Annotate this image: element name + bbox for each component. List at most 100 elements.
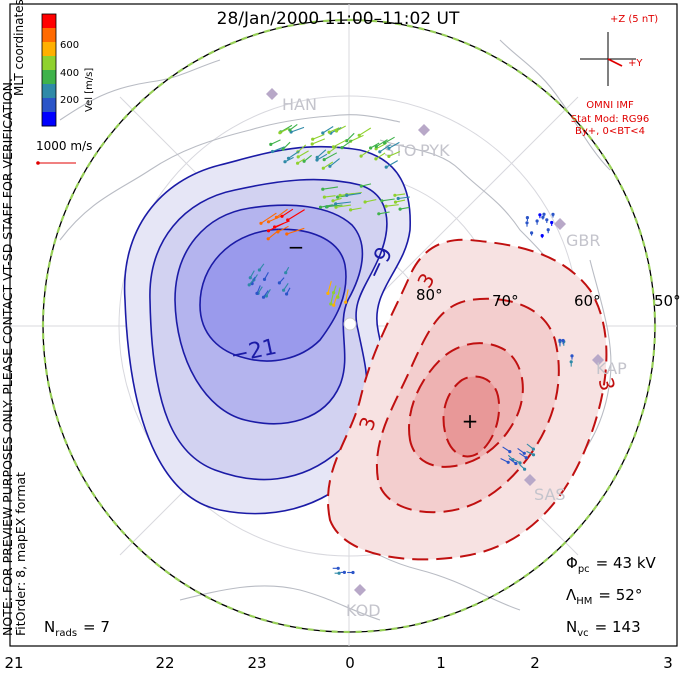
imf-condition: By+, 0<BT<4 (575, 126, 645, 137)
coast-europe (59, 114, 401, 241)
velocity-vector (384, 136, 395, 144)
mlt-tick-23: 23 (247, 654, 266, 672)
color-scale-bin-5 (42, 84, 56, 99)
stat-phi-pc: Φpc = 43 kV (566, 554, 657, 575)
velocity-vector-origin (542, 212, 546, 216)
velocity-vector (333, 139, 347, 148)
velocity-vector (258, 263, 265, 271)
velocity-vector (519, 464, 525, 470)
velocity-vector (370, 142, 380, 149)
velocity-scale-title: Vel [m/s] (84, 68, 95, 112)
color-scale-bin-1 (42, 28, 56, 43)
imf-clock: +Z (5 nT) +Y OMNI IMF Stat Mod: RG96 By+… (571, 14, 659, 137)
velocity-vector-origin (546, 228, 550, 232)
station-kap: KAP (596, 359, 627, 378)
velocity-vector (316, 153, 328, 161)
station-marker-3 (554, 218, 566, 230)
velocity-vector (323, 152, 338, 161)
mlt-tick-1: 1 (436, 654, 446, 672)
potential-minimum-marker: − (288, 235, 305, 259)
velocity-vector (290, 126, 305, 133)
velocity-vector (385, 160, 398, 168)
velocity-vector (279, 127, 290, 134)
stat-lambda-hm-sub: HM (576, 596, 592, 607)
velocity-scale-ticks: 600 400 200 (60, 40, 79, 106)
mlt-tick-2: 2 (530, 654, 540, 672)
velocity-vector (303, 154, 312, 162)
velocity-vector (264, 272, 269, 280)
color-scale-bin-2 (42, 42, 56, 57)
velocity-vector-origin (525, 221, 529, 225)
preview-disclaimer: NOTE: FOR PREVIEW PURPOSES ONLY. PLEASE … (0, 78, 15, 636)
velocity-vector (329, 158, 340, 167)
color-scale-bin-3 (42, 56, 56, 71)
scale-tick-600: 600 (60, 40, 79, 51)
contour-label-pos-3-right: 3 (594, 375, 620, 394)
velocity-vector (341, 139, 353, 149)
velocity-vector (346, 192, 361, 196)
stat-n-vc-value: = 143 (595, 618, 641, 636)
velocity-vector (361, 183, 372, 187)
velocity-vector (333, 285, 337, 293)
color-scale-bin-6 (42, 98, 56, 113)
stat-phi-pc-sub: pc (578, 564, 590, 575)
velocity-vector (375, 152, 386, 160)
velocity-vector (256, 285, 261, 294)
velocity-vector (248, 279, 254, 286)
station-han: HAN (282, 95, 317, 114)
velocity-vector (329, 127, 340, 133)
pos-contour-inner (442, 375, 501, 458)
velocity-vector (378, 211, 390, 215)
velocity-vector (276, 208, 288, 218)
velocity-vector (394, 193, 406, 196)
latitude-labels: 80° 70° 60° 50° (416, 286, 680, 310)
stat-phi-pc-value: = 43 kV (596, 554, 657, 572)
map-title: 28/Jan/2000 11:00–11:02 UT (217, 9, 460, 29)
stat-lambda-hm: ΛHM = 52° (566, 586, 642, 607)
station-gbr: GBR (566, 231, 601, 250)
velocity-vector (327, 204, 343, 208)
stat-n-vc-symbol: N (566, 618, 577, 636)
imf-scale-label: +Z (5 nT) (610, 14, 658, 25)
velocity-vector (287, 209, 305, 221)
lat-label-80: 80° (416, 286, 443, 304)
velocity-vector (335, 204, 351, 208)
stat-n-rads-symbol: N (44, 618, 55, 636)
velocity-vector (517, 447, 525, 454)
velocity-vector (312, 133, 325, 140)
velocity-vector (283, 282, 289, 291)
scale-tick-200: 200 (60, 95, 79, 106)
velocity-vector (324, 195, 336, 198)
lat-label-60: 60° (574, 292, 601, 310)
velocity-vector (386, 204, 399, 207)
station-marker-1 (266, 88, 278, 100)
velocity-vector (281, 208, 294, 217)
velocity-vector (507, 454, 514, 461)
station-markers (266, 88, 604, 596)
velocity-vector (336, 125, 346, 132)
potential-maximum-marker: + (462, 409, 479, 433)
station-marker-4 (592, 354, 604, 366)
velocity-vector (364, 199, 377, 203)
station-labels: HAN STO PYK GBR KAP SAS KOD (282, 95, 627, 620)
mlt-tick-0: 0 (345, 654, 355, 672)
velocity-vector (332, 197, 342, 202)
velocity-vector (350, 207, 362, 211)
velocity-vector (346, 191, 362, 196)
velocity-vector (398, 196, 410, 200)
station-marker-6 (354, 584, 366, 596)
pole-marker (343, 317, 357, 331)
coast-alaska (179, 585, 381, 621)
mlt-axis: 21 22 23 0 1 2 3 (4, 654, 672, 672)
velocity-vector (345, 289, 349, 303)
velocity-vector (286, 227, 305, 235)
velocity-vector (288, 150, 300, 159)
stat-n-vc: Nvc = 143 (566, 618, 641, 639)
velocity-vector (268, 222, 284, 232)
color-scale-bin-7 (42, 112, 56, 127)
velocity-vector (399, 206, 410, 210)
velocity-vector (379, 144, 391, 153)
velocity-vector (388, 141, 400, 149)
velocity-vector (350, 134, 364, 142)
velocity-vector (311, 138, 326, 145)
